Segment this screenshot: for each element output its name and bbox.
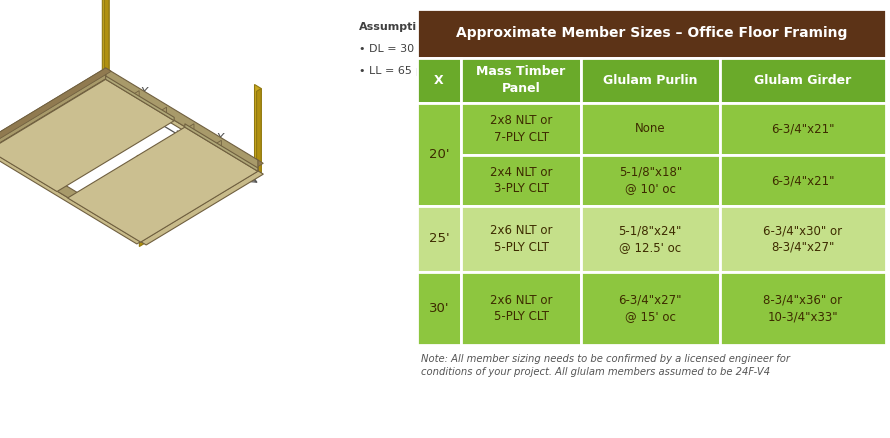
Polygon shape <box>104 140 222 219</box>
Polygon shape <box>140 159 144 247</box>
Bar <box>417 9 886 57</box>
Text: • DL = 30 psf: • DL = 30 psf <box>360 44 434 54</box>
Polygon shape <box>0 150 141 244</box>
Polygon shape <box>141 160 263 234</box>
Text: 6-3/4"x21": 6-3/4"x21" <box>772 174 835 187</box>
Bar <box>581 155 720 206</box>
Text: X: X <box>140 85 148 99</box>
Polygon shape <box>255 85 262 173</box>
Text: 5-1/8"x24"
@ 12.5' oc: 5-1/8"x24" @ 12.5' oc <box>619 224 682 254</box>
Text: Note: All member sizing needs to be confirmed by a licensed engineer for
conditi: Note: All member sizing needs to be conf… <box>421 353 790 377</box>
Polygon shape <box>0 139 141 242</box>
Bar <box>461 103 581 155</box>
Text: 2x6 NLT or
5-PLY CLT: 2x6 NLT or 5-PLY CLT <box>490 293 553 323</box>
Text: Assumptions:: Assumptions: <box>360 22 444 32</box>
Text: 2x4 NLT or
3-PLY CLT: 2x4 NLT or 3-PLY CLT <box>490 166 553 195</box>
Bar <box>720 57 886 103</box>
Bar <box>720 155 886 206</box>
Bar <box>461 155 581 206</box>
Polygon shape <box>22 99 142 172</box>
Polygon shape <box>106 68 258 171</box>
Bar <box>581 57 720 103</box>
Polygon shape <box>256 88 262 176</box>
Bar <box>461 57 581 103</box>
Text: X: X <box>215 131 224 145</box>
Polygon shape <box>104 0 109 84</box>
Text: 6-3/4"x27"
@ 15' oc: 6-3/4"x27" @ 15' oc <box>619 293 682 323</box>
Polygon shape <box>68 127 258 242</box>
Bar <box>720 103 886 155</box>
Polygon shape <box>185 124 258 171</box>
Polygon shape <box>137 155 144 244</box>
Text: 6-3/4"x21": 6-3/4"x21" <box>772 122 835 135</box>
Text: X: X <box>434 74 443 87</box>
Polygon shape <box>77 124 194 203</box>
Polygon shape <box>0 79 174 191</box>
Bar <box>417 57 461 103</box>
Bar <box>417 272 461 345</box>
Bar <box>720 272 886 345</box>
Polygon shape <box>0 79 111 153</box>
Text: 5-1/8"x18"
@ 10' oc: 5-1/8"x18" @ 10' oc <box>619 166 682 195</box>
Polygon shape <box>141 171 263 245</box>
Polygon shape <box>77 132 198 205</box>
Text: Glulam Purlin: Glulam Purlin <box>603 74 698 87</box>
Text: 8-3/4"x36" or
10-3/4"x33": 8-3/4"x36" or 10-3/4"x33" <box>764 293 843 323</box>
Text: • LL = 65 psf: • LL = 65 psf <box>360 66 433 76</box>
Polygon shape <box>104 149 225 222</box>
Text: 2x8 NLT or
7-PLY CLT: 2x8 NLT or 7-PLY CLT <box>490 114 553 144</box>
Text: 30': 30' <box>429 302 449 315</box>
Text: 20': 20' <box>429 148 449 161</box>
Polygon shape <box>0 68 111 142</box>
Text: None: None <box>635 122 666 135</box>
Bar <box>581 206 720 272</box>
Polygon shape <box>22 91 139 170</box>
Text: Approximate Member Sizes – Office Floor Framing: Approximate Member Sizes – Office Floor … <box>456 26 847 40</box>
Bar <box>720 206 886 272</box>
Polygon shape <box>102 0 109 81</box>
Polygon shape <box>49 107 166 187</box>
Text: 2x6 NLT or
5-PLY CLT: 2x6 NLT or 5-PLY CLT <box>490 224 553 254</box>
Polygon shape <box>106 76 174 121</box>
Bar <box>581 103 720 155</box>
Bar <box>461 272 581 345</box>
Polygon shape <box>141 160 258 242</box>
Polygon shape <box>49 116 170 189</box>
Text: 25': 25' <box>428 233 449 245</box>
Bar <box>417 103 461 206</box>
Text: Glulam Girder: Glulam Girder <box>755 74 852 87</box>
Polygon shape <box>101 79 258 173</box>
Text: 6-3/4"x30" or
8-3/4"x27": 6-3/4"x30" or 8-3/4"x27" <box>764 224 843 254</box>
Bar <box>581 272 720 345</box>
Polygon shape <box>0 68 106 150</box>
Bar <box>461 206 581 272</box>
Text: Mass Timber
Panel: Mass Timber Panel <box>476 66 566 95</box>
Bar <box>417 206 461 272</box>
